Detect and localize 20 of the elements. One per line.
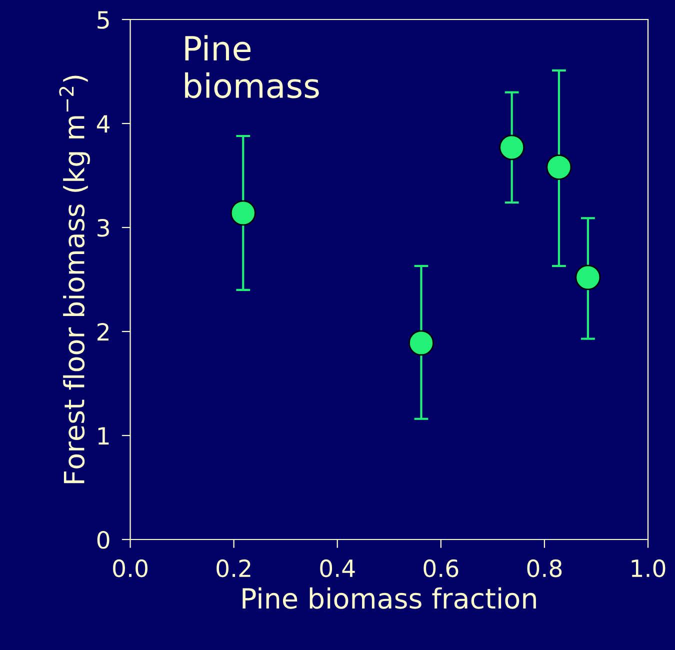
- x-tick-label: 0.0: [113, 559, 148, 578]
- point: [408, 330, 434, 356]
- x-tick-label: 0.8: [527, 559, 562, 578]
- point: [499, 134, 525, 160]
- point: [546, 154, 572, 180]
- y-tick-label: 3: [98, 218, 109, 237]
- y-tick-label: 0: [97, 530, 110, 549]
- y-tick-label: 2: [98, 322, 108, 340]
- x-tick-label: 1.0: [632, 559, 666, 578]
- x-tick-label: 0.6: [424, 559, 458, 578]
- annotation: Pine biomass: [185, 35, 319, 98]
- x-tick-label: 0.2: [216, 559, 250, 578]
- x-axis-title: Pine biomass fraction: [242, 587, 536, 609]
- point: [230, 200, 256, 226]
- y-tick-label: 5: [98, 11, 109, 29]
- y-axis-title: Forest floor biomass (kg m$^{−2}$): [59, 76, 90, 484]
- point: [575, 264, 601, 290]
- y-tick-label: 4: [96, 115, 110, 132]
- x-tick-label: 0.4: [320, 559, 355, 578]
- y-tick-label: 1: [98, 427, 109, 444]
